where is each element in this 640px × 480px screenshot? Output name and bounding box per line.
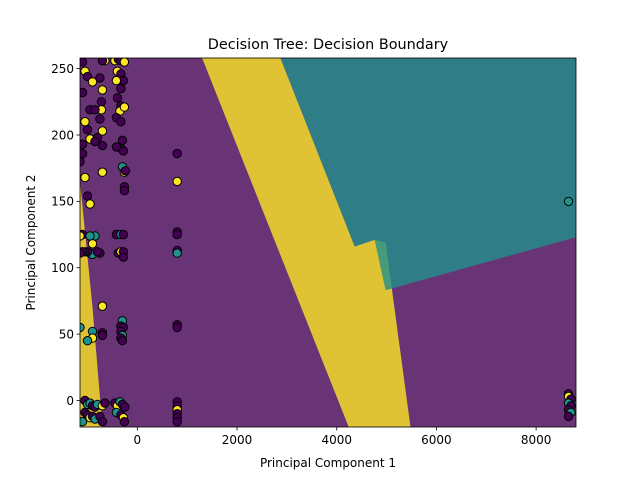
data-point-class-2 <box>97 85 108 95</box>
y-axis-label: Principal Component 2 <box>24 174 38 310</box>
data-point-class-2 <box>97 126 108 136</box>
data-point-class-0 <box>80 139 88 149</box>
data-point-class-1 <box>85 231 95 241</box>
data-points <box>80 58 576 427</box>
data-point-class-1 <box>80 417 88 427</box>
data-point-class-0 <box>92 247 103 257</box>
data-point-class-2 <box>172 176 182 187</box>
data-point-class-1 <box>82 336 93 346</box>
data-point-class-2 <box>80 172 90 183</box>
x-tick-label: 0 <box>134 433 142 447</box>
data-point-class-0 <box>563 411 574 422</box>
decision-region-class-1 <box>280 58 576 291</box>
data-point-class-2 <box>119 58 130 67</box>
y-axis: 0 50 100 150 200 250 <box>51 62 80 408</box>
y-tick-label: 150 <box>51 195 74 209</box>
decision-region-class-2 <box>202 58 411 427</box>
data-point-class-0 <box>97 58 108 66</box>
x-tick-label: 8000 <box>521 433 552 447</box>
y-tick-label: 250 <box>51 62 74 76</box>
data-point-class-0 <box>111 142 122 152</box>
y-tick-label: 0 <box>66 394 74 408</box>
data-point-class-0 <box>95 73 105 83</box>
y-tick-label: 100 <box>51 261 74 275</box>
data-point-class-0 <box>96 97 107 107</box>
data-point-class-2 <box>97 167 108 177</box>
data-point-class-2 <box>87 239 98 249</box>
data-point-class-2 <box>87 77 98 87</box>
data-point-class-0 <box>120 402 130 412</box>
chart-title: Decision Tree: Decision Boundary <box>208 37 449 53</box>
data-point-class-0 <box>97 140 108 151</box>
data-point-class-0 <box>118 252 129 262</box>
data-point-class-2 <box>85 199 95 209</box>
data-point-class-0 <box>80 58 88 67</box>
data-point-class-0 <box>120 166 131 176</box>
x-axis-label: Principal Component 1 <box>260 456 396 470</box>
data-point-class-0 <box>172 229 182 240</box>
data-point-class-0 <box>82 191 93 201</box>
plot-frame <box>79 57 577 428</box>
x-tick-label: 2000 <box>222 433 253 447</box>
x-axis: 0 2000 4000 6000 8000 <box>134 427 552 447</box>
data-point-class-0 <box>100 398 110 408</box>
data-point-class-0 <box>97 417 108 427</box>
data-point-class-0 <box>117 135 128 146</box>
data-point-class-0 <box>118 146 129 156</box>
data-point-class-0 <box>80 87 88 98</box>
x-tick-label: 4000 <box>321 433 352 447</box>
data-point-class-0 <box>119 417 130 427</box>
data-point-class-0 <box>116 83 126 94</box>
data-point-class-1 <box>563 196 574 207</box>
plot-area <box>80 58 576 427</box>
decision-region-class-2 <box>80 181 103 427</box>
data-point-class-0 <box>90 136 100 147</box>
data-point-class-0 <box>172 417 182 427</box>
y-tick-label: 200 <box>51 128 74 142</box>
data-point-class-1 <box>172 248 182 258</box>
data-point-class-0 <box>118 229 129 240</box>
x-tick-label: 6000 <box>421 433 452 447</box>
data-point-class-0 <box>112 93 123 103</box>
data-point-class-0 <box>172 148 182 159</box>
data-point-class-0 <box>97 330 108 341</box>
data-point-class-0 <box>95 114 105 124</box>
data-point-class-0 <box>117 336 128 346</box>
data-point-class-0 <box>172 322 182 333</box>
data-point-class-2 <box>111 75 122 86</box>
data-point-class-2 <box>119 102 130 112</box>
data-point-class-2 <box>80 117 90 127</box>
data-point-class-0 <box>119 186 130 196</box>
data-point-class-0 <box>116 117 126 127</box>
y-tick-label: 50 <box>59 327 74 341</box>
decision-regions <box>80 58 576 427</box>
data-point-class-2 <box>97 301 108 311</box>
data-point-class-0 <box>82 125 93 135</box>
data-point-class-0 <box>90 105 100 115</box>
